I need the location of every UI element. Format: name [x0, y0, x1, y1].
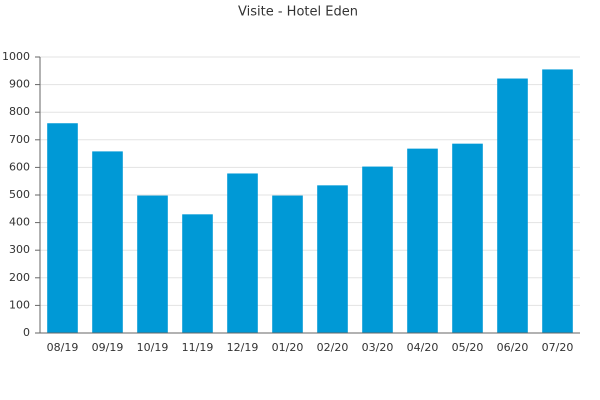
- bar: [362, 166, 393, 333]
- bar: [497, 78, 528, 333]
- x-tick-label: 05/20: [452, 341, 484, 354]
- y-tick-label: 700: [9, 133, 30, 146]
- bar: [47, 123, 78, 334]
- y-tick-label: 400: [9, 216, 30, 229]
- y-tick-label: 300: [9, 243, 30, 256]
- bar: [452, 143, 483, 333]
- y-tick-label: 1000: [2, 50, 30, 63]
- bar: [317, 185, 348, 333]
- x-tick-label: 07/20: [542, 341, 574, 354]
- x-tick-label: 02/20: [317, 341, 349, 354]
- x-tick-label: 11/19: [182, 341, 214, 354]
- x-tick-label: 06/20: [497, 341, 529, 354]
- bar: [137, 195, 168, 333]
- y-tick-label: 900: [9, 78, 30, 91]
- y-tick-label: 200: [9, 271, 30, 284]
- y-tick-label: 100: [9, 298, 30, 311]
- bar: [542, 69, 573, 334]
- bar: [272, 195, 303, 333]
- bar: [227, 173, 258, 333]
- bar: [92, 151, 123, 333]
- y-tick-label: 500: [9, 188, 30, 201]
- x-tick-label: 03/20: [362, 341, 394, 354]
- x-tick-label: 12/19: [227, 341, 259, 354]
- bar: [182, 214, 213, 333]
- y-tick-label: 0: [23, 326, 30, 339]
- y-tick-label: 800: [9, 105, 30, 118]
- x-tick-label: 04/20: [407, 341, 439, 354]
- bar: [407, 148, 438, 333]
- x-tick-label: 09/19: [92, 341, 124, 354]
- chart-title: Visite - Hotel Eden: [238, 5, 358, 20]
- y-tick-label: 600: [9, 160, 30, 173]
- x-tick-label: 01/20: [272, 341, 304, 354]
- x-tick-label: 10/19: [137, 341, 169, 354]
- x-tick-label: 08/19: [47, 341, 79, 354]
